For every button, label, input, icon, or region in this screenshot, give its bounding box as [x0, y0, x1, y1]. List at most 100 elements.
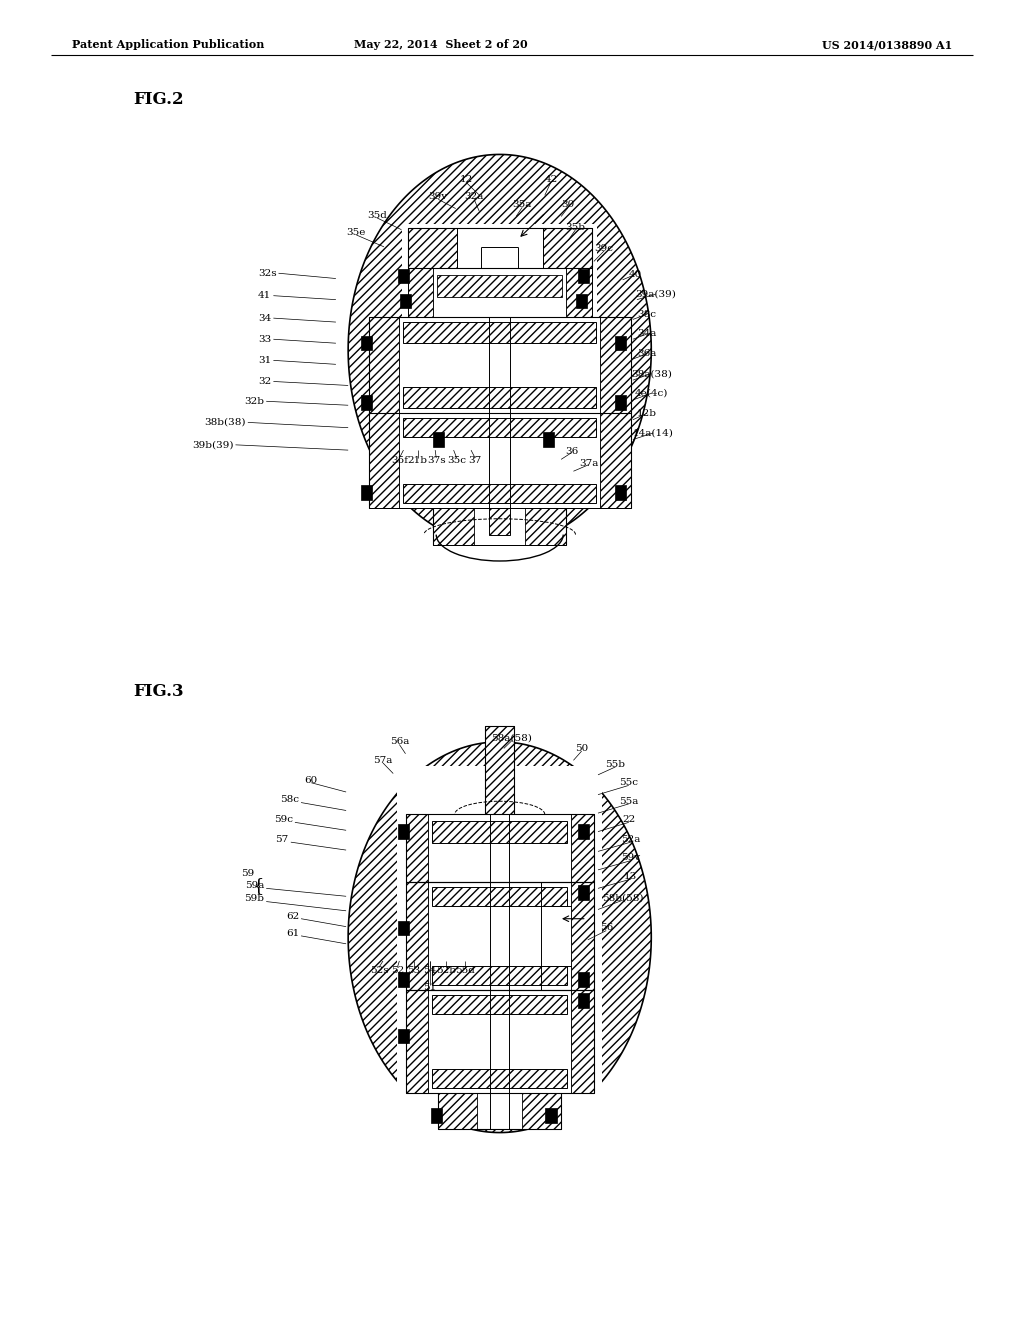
Bar — [546, 1109, 557, 1122]
Bar — [406, 882, 428, 990]
Text: 12: 12 — [460, 176, 472, 183]
Text: 13: 13 — [625, 873, 637, 880]
Text: 51: 51 — [424, 983, 436, 991]
Text: 12b: 12b — [637, 409, 657, 417]
Text: 59b: 59b — [244, 895, 264, 903]
Bar — [433, 268, 566, 317]
Text: 39b(39): 39b(39) — [191, 441, 233, 449]
Bar — [428, 990, 571, 1093]
Bar — [403, 387, 596, 408]
Text: 30: 30 — [562, 201, 574, 209]
Bar — [614, 396, 627, 409]
Text: 62: 62 — [286, 912, 299, 920]
Bar — [399, 293, 412, 308]
Text: 50: 50 — [575, 744, 588, 752]
Bar — [432, 821, 567, 843]
Bar — [432, 966, 567, 985]
Text: 52: 52 — [391, 966, 403, 974]
Bar — [397, 269, 410, 284]
Bar — [406, 990, 428, 1093]
Text: 39v: 39v — [429, 193, 447, 201]
Text: Patent Application Publication: Patent Application Publication — [72, 40, 264, 50]
Bar — [397, 824, 410, 840]
Text: 39a(39): 39a(39) — [635, 290, 676, 298]
Text: 35e: 35e — [347, 228, 366, 236]
Bar — [399, 317, 600, 413]
Text: 34a: 34a — [638, 330, 656, 338]
Text: 39c: 39c — [595, 244, 613, 252]
Bar — [432, 433, 444, 446]
Text: 60: 60 — [305, 776, 317, 784]
Text: 35c: 35c — [447, 457, 466, 465]
Text: 55b: 55b — [605, 760, 626, 768]
Text: 41: 41 — [258, 292, 271, 300]
Polygon shape — [408, 228, 592, 268]
Bar — [457, 228, 543, 268]
Bar — [489, 508, 510, 535]
Text: 56a: 56a — [390, 738, 409, 746]
Text: 38c: 38c — [638, 310, 656, 318]
Text: 14a(14): 14a(14) — [633, 429, 674, 437]
Bar — [544, 433, 555, 446]
Bar — [578, 993, 590, 1008]
Bar — [360, 484, 373, 499]
Bar — [433, 508, 566, 545]
Bar — [397, 1030, 410, 1043]
Bar — [575, 293, 588, 308]
Text: 58c: 58c — [280, 796, 299, 804]
Text: 53: 53 — [408, 966, 420, 974]
Bar — [397, 766, 602, 1122]
Text: 38a(38): 38a(38) — [631, 370, 672, 378]
Text: US 2014/0138890 A1: US 2014/0138890 A1 — [822, 40, 952, 50]
Text: 59a: 59a — [245, 882, 264, 890]
Text: 31: 31 — [258, 356, 271, 364]
Text: 36a: 36a — [638, 350, 656, 358]
Bar — [403, 484, 596, 503]
Bar — [399, 413, 600, 508]
Bar — [369, 317, 399, 413]
Text: 33: 33 — [258, 335, 271, 343]
Text: 55c: 55c — [620, 779, 638, 787]
Text: 55a: 55a — [620, 797, 638, 805]
Text: 37: 37 — [469, 457, 481, 465]
Text: 56: 56 — [600, 924, 612, 932]
Bar — [578, 269, 590, 284]
Bar — [566, 268, 592, 317]
Bar — [600, 317, 631, 413]
Text: 32: 32 — [258, 378, 271, 385]
Text: FIG.3: FIG.3 — [133, 684, 183, 700]
Text: 52a: 52a — [622, 836, 640, 843]
Text: {: { — [252, 876, 264, 895]
Bar — [360, 396, 373, 409]
Bar — [428, 814, 571, 882]
Bar — [397, 921, 410, 936]
Bar — [614, 335, 627, 350]
Bar — [403, 418, 596, 437]
Text: 54: 54 — [424, 966, 436, 974]
Text: 35d: 35d — [367, 211, 387, 219]
Text: 61: 61 — [286, 929, 299, 937]
Text: FIG.2: FIG.2 — [133, 91, 183, 107]
Text: 34: 34 — [258, 314, 271, 322]
Text: 52b: 52b — [436, 966, 457, 974]
Text: 52s: 52s — [370, 966, 388, 974]
Bar — [571, 990, 594, 1093]
Bar — [369, 413, 399, 508]
Bar — [571, 882, 594, 990]
Text: 35a: 35a — [513, 201, 531, 209]
Bar — [430, 1109, 442, 1122]
Text: 32b: 32b — [244, 397, 264, 405]
Text: 4e(4c): 4e(4c) — [635, 389, 668, 397]
Text: 38b(38): 38b(38) — [204, 418, 246, 426]
Text: 22: 22 — [623, 816, 635, 824]
Text: 21b: 21b — [408, 457, 428, 465]
Bar — [402, 224, 597, 482]
Bar — [432, 887, 567, 906]
Bar — [474, 508, 525, 545]
Bar — [428, 882, 571, 990]
Bar — [408, 268, 433, 317]
Bar — [600, 413, 631, 508]
Text: 36: 36 — [565, 447, 578, 455]
Text: 37a: 37a — [580, 459, 598, 467]
Text: 42: 42 — [545, 176, 557, 183]
